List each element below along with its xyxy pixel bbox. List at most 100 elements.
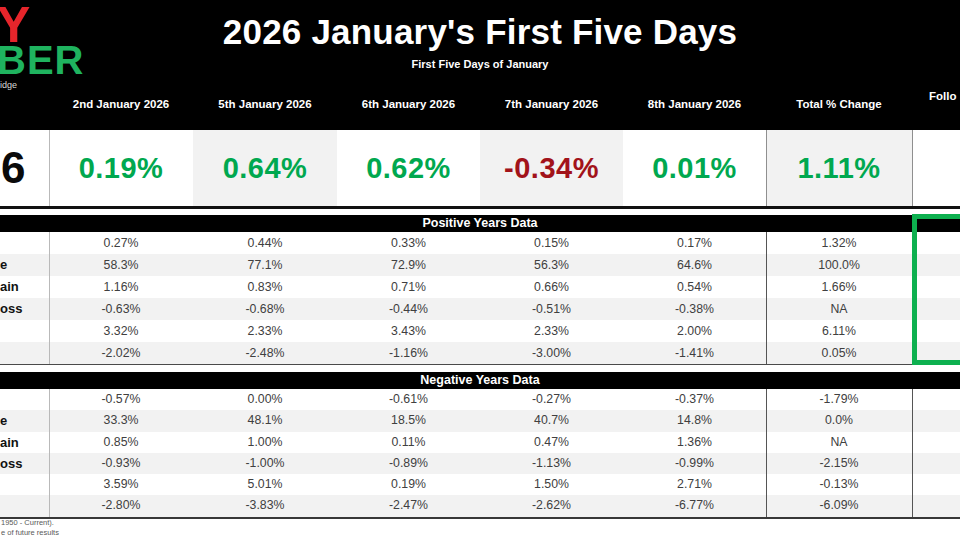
- column-divider: [912, 130, 913, 206]
- table-cell: -2.62%: [480, 495, 623, 516]
- table-cell: -0.51%: [480, 298, 623, 320]
- table-cell: 0.85%: [49, 432, 193, 453]
- negative-section-header: Negative Years Data: [0, 372, 960, 389]
- table-cell: -0.37%: [623, 389, 766, 410]
- table-cell: 0.0%: [766, 410, 912, 431]
- table-row: oss -0.63% -0.68% -0.44% -0.51% -0.38% N…: [0, 298, 960, 320]
- table-cell: -0.13%: [766, 474, 912, 495]
- table-row: ain 0.85% 1.00% 0.11% 0.47% 1.36% NA: [0, 432, 960, 453]
- table-cell: NA: [766, 432, 912, 453]
- table-cell: 64.6%: [623, 254, 766, 276]
- column-header: 8th January 2026: [623, 96, 766, 113]
- row-label-fragment: e: [0, 410, 49, 431]
- table-cell: 2.71%: [623, 474, 766, 495]
- row-label-fragment: e: [0, 254, 49, 276]
- table-cell: 58.3%: [49, 254, 193, 276]
- table-cell: 1.32%: [766, 232, 912, 254]
- table-cell: -2.15%: [766, 453, 912, 474]
- current-year-value: 0.01%: [623, 130, 766, 206]
- row-label-fragment: ain: [0, 432, 49, 453]
- table-cell: 3.43%: [337, 320, 480, 342]
- table-cell: 56.3%: [480, 254, 623, 276]
- table-cell: 0.33%: [337, 232, 480, 254]
- table-cell: -6.09%: [766, 495, 912, 516]
- table-bottom-border: [0, 517, 960, 519]
- table-cell: 18.5%: [337, 410, 480, 431]
- row-label-fragment: oss: [0, 298, 49, 320]
- table-row: 3.32% 2.33% 3.43% 2.33% 2.00% 6.11%: [0, 320, 960, 342]
- table-cell: 72.9%: [337, 254, 480, 276]
- table-cell: 0.00%: [193, 389, 337, 410]
- table-row: e 58.3% 77.1% 72.9% 56.3% 64.6% 100.0%: [0, 254, 960, 276]
- table-cell: -0.38%: [623, 298, 766, 320]
- table-cell: 3.32%: [49, 320, 193, 342]
- table-cell: -3.00%: [480, 342, 623, 364]
- table-cell: -1.16%: [337, 342, 480, 364]
- current-year-value: 1.11%: [766, 130, 912, 206]
- row-label-fragment: [0, 320, 49, 342]
- table-cell: NA: [766, 298, 912, 320]
- table-cell: 1.50%: [480, 474, 623, 495]
- section-divider: [0, 206, 960, 209]
- table-cell: -0.93%: [49, 453, 193, 474]
- table-row: ain 1.16% 0.83% 0.71% 0.66% 0.54% 1.66%: [0, 276, 960, 298]
- logo-tagline: idge: [0, 80, 17, 90]
- table-cell: 2.33%: [480, 320, 623, 342]
- footer-source-note: 1950 - Current).: [1, 518, 54, 527]
- page-title: 2026 January's First Five Days: [0, 12, 960, 52]
- column-header: Total % Change: [766, 96, 912, 113]
- table-cell: 0.17%: [623, 232, 766, 254]
- table-row: 3.59% 5.01% 0.19% 1.50% 2.71% -0.13%: [0, 474, 960, 495]
- table-cell: 3.59%: [49, 474, 193, 495]
- table-cell: 0.47%: [480, 432, 623, 453]
- table-cell: -0.44%: [337, 298, 480, 320]
- column-divider: [766, 130, 767, 206]
- table-cell: 0.44%: [193, 232, 337, 254]
- table-cell: 6.11%: [766, 320, 912, 342]
- table-cell: -0.63%: [49, 298, 193, 320]
- table-cell: 0.66%: [480, 276, 623, 298]
- current-year-row: 6 0.19% 0.64% 0.62% -0.34% 0.01% 1.11%: [0, 130, 960, 206]
- row-label-fragment: [0, 342, 49, 364]
- row-label-fragment: [0, 389, 49, 410]
- table-cell: 33.3%: [49, 410, 193, 431]
- infographic-root: Y BER idge 2026 January's First Five Day…: [0, 0, 960, 540]
- column-divider: [766, 389, 767, 517]
- row-label-fragment: oss: [0, 453, 49, 474]
- column-divider: [766, 232, 767, 364]
- page-subtitle: First Five Days of January: [0, 58, 960, 70]
- footer-disclaimer: e of future results: [1, 528, 59, 537]
- section-divider: [0, 364, 960, 365]
- positive-section-table: 0.27% 0.44% 0.33% 0.15% 0.17% 1.32% e 58…: [0, 232, 960, 364]
- column-header-row: 2nd January 2026 5th January 2026 6th Ja…: [0, 96, 960, 113]
- table-cell: -1.00%: [193, 453, 337, 474]
- column-divider: [49, 232, 50, 364]
- table-cell: 14.8%: [623, 410, 766, 431]
- table-cell: 1.16%: [49, 276, 193, 298]
- table-cell: -0.57%: [49, 389, 193, 410]
- table-cell: 0.19%: [337, 474, 480, 495]
- row-label-fragment: ain: [0, 276, 49, 298]
- table-cell: 5.01%: [193, 474, 337, 495]
- positive-section-header: Positive Years Data: [0, 215, 960, 232]
- table-cell: 77.1%: [193, 254, 337, 276]
- table-cell: 1.36%: [623, 432, 766, 453]
- table-row: oss -0.93% -1.00% -0.89% -1.13% -0.99% -…: [0, 453, 960, 474]
- table-cell: 0.83%: [193, 276, 337, 298]
- table-cell: 2.00%: [623, 320, 766, 342]
- table-cell: -0.89%: [337, 453, 480, 474]
- table-cell: 40.7%: [480, 410, 623, 431]
- table-cell: 0.05%: [766, 342, 912, 364]
- table-cell: -2.80%: [49, 495, 193, 516]
- table-cell: -6.77%: [623, 495, 766, 516]
- header-banner: Y BER idge 2026 January's First Five Day…: [0, 0, 960, 130]
- table-cell: -1.79%: [766, 389, 912, 410]
- table-row: -0.57% 0.00% -0.61% -0.27% -0.37% -1.79%: [0, 389, 960, 410]
- table-cell: 0.11%: [337, 432, 480, 453]
- table-cell: -1.13%: [480, 453, 623, 474]
- table-row: 0.27% 0.44% 0.33% 0.15% 0.17% 1.32%: [0, 232, 960, 254]
- table-row: -2.80% -3.83% -2.47% -2.62% -6.77% -6.09…: [0, 495, 960, 516]
- table-cell: 100.0%: [766, 254, 912, 276]
- current-year-label: 6: [0, 130, 50, 206]
- column-header-clipped: Follo: [929, 90, 956, 102]
